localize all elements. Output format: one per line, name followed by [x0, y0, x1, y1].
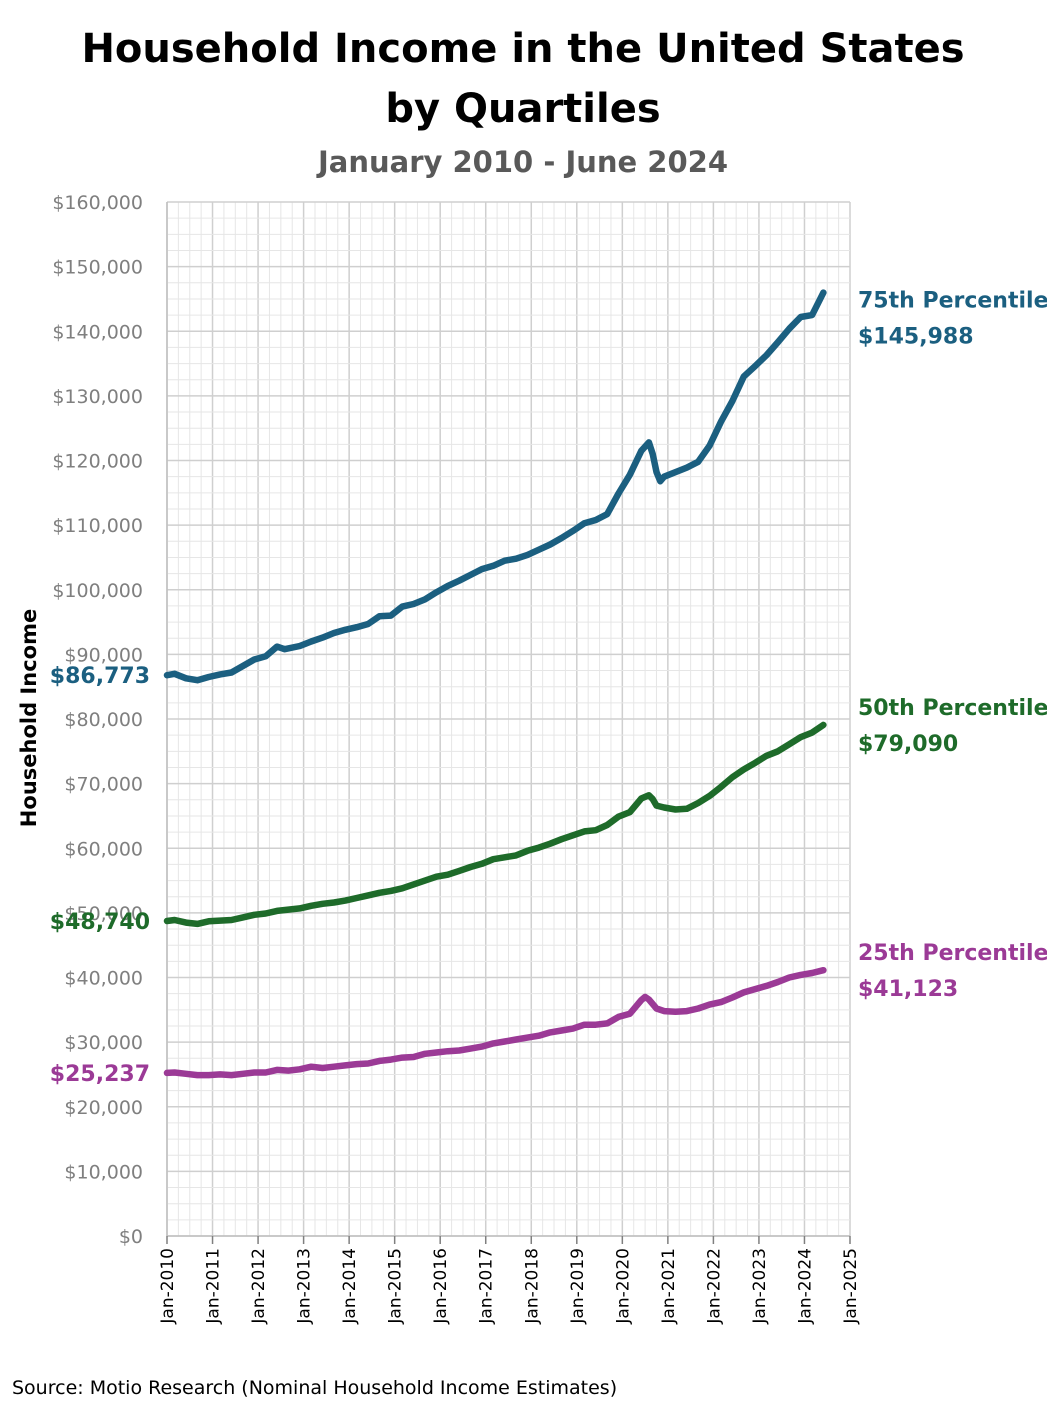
series-name-label: 50th Percentile	[858, 696, 1047, 721]
y-tick-label: $110,000	[52, 515, 143, 537]
x-tick-label: Jan-2016	[431, 1248, 451, 1325]
series-labels: $86,773 75th Percentile $145,988 $48,740 50t…	[50, 289, 1047, 1087]
y-tick-label: $90,000	[64, 644, 143, 666]
series-end-label: $145,988	[858, 325, 974, 350]
y-tick-label: $140,000	[52, 321, 143, 343]
x-tick-label: Jan-2023	[750, 1248, 770, 1325]
x-tick-label: Jan-2021	[659, 1248, 679, 1325]
x-tick-label: Jan-2015	[386, 1248, 406, 1325]
series-start-label: $48,740	[50, 910, 150, 935]
source-note: Source: Motio Research (Nominal Househol…	[12, 1377, 617, 1399]
x-tick-label: Jan-2020	[613, 1248, 633, 1325]
y-tick-label: $160,000	[52, 192, 143, 214]
y-tick-label: $150,000	[52, 257, 143, 279]
axes: $0 $10,000 $20,000 $30,000 $40,000 $50,000 $60…	[52, 192, 861, 1325]
x-tick-label: Jan-2017	[477, 1248, 497, 1325]
series-end-label: $79,090	[858, 732, 958, 757]
chart-title-line2: by Quartiles	[385, 86, 660, 132]
y-tick-label: $120,000	[52, 451, 143, 473]
x-tick-label: Jan-2013	[295, 1248, 315, 1325]
y-tick-label: $30,000	[64, 1032, 143, 1054]
series-line-1	[163, 289, 827, 684]
grid	[166, 201, 851, 1237]
series-start-label: $25,237	[50, 1062, 150, 1087]
x-tick-label: Jan-2010	[158, 1248, 178, 1325]
x-tick-label: Jan-2019	[568, 1248, 588, 1325]
x-tick-label: Jan-2014	[340, 1248, 360, 1325]
y-tick-label: $40,000	[64, 968, 143, 990]
y-tick-label: $70,000	[64, 774, 143, 796]
series-line-3	[163, 966, 827, 1079]
x-tick-label: Jan-2025	[841, 1248, 861, 1325]
chart-subtitle: January 2010 - June 2024	[316, 145, 728, 179]
y-tick-label: $130,000	[52, 386, 143, 408]
y-tick-label: $0	[119, 1226, 143, 1248]
y-tick-label: $20,000	[64, 1097, 143, 1119]
y-axis-label: Household Income	[17, 609, 41, 827]
x-tick-label: Jan-2024	[795, 1248, 815, 1325]
series-end-label: $41,123	[858, 977, 958, 1002]
x-tick-label: Jan-2022	[704, 1248, 724, 1325]
y-tick-label: $60,000	[64, 838, 143, 860]
series-name-label: 75th Percentile	[858, 289, 1047, 314]
chart-title-line1: Household Income in the United States	[81, 26, 964, 72]
x-tick-label: Jan-2012	[249, 1248, 269, 1325]
y-tick-label: $80,000	[64, 709, 143, 731]
x-tick-label: Jan-2011	[204, 1248, 224, 1325]
series-lines	[163, 289, 827, 1079]
series-name-label: 25th Percentile	[858, 941, 1047, 966]
y-tick-label: $10,000	[64, 1161, 143, 1183]
y-tick-label: $50,000	[64, 903, 143, 925]
x-tick-label: Jan-2018	[522, 1248, 542, 1325]
y-tick-label: $100,000	[52, 580, 143, 602]
series-start-label: $86,773	[50, 664, 150, 689]
series-line-2	[163, 721, 827, 928]
